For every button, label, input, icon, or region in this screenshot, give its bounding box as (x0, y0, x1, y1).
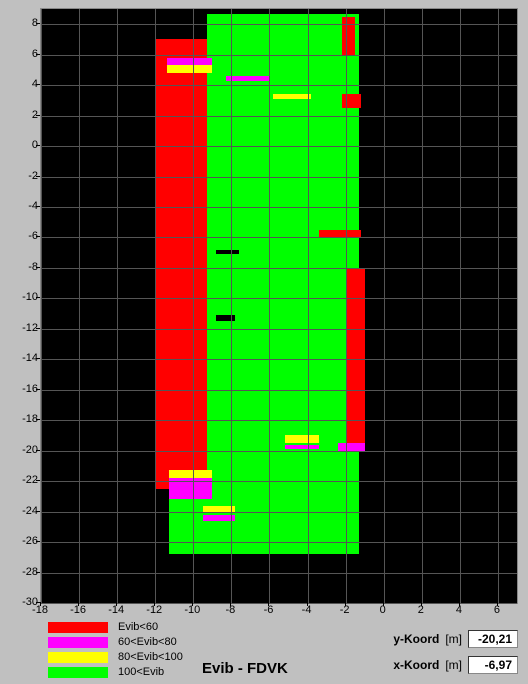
legend-item-3: 100<Evib (48, 665, 164, 679)
heatmap-canvas (41, 9, 517, 603)
legend-item-2: 80<Evib<100 (48, 650, 183, 664)
legend-label-2: 80<Evib<100 (118, 651, 183, 663)
legend-swatch-green (48, 667, 108, 678)
legend-label-0: Evib<60 (118, 621, 158, 633)
x-coord-label: x-Koord (393, 658, 439, 672)
legend-swatch-red (48, 622, 108, 633)
legend-swatch-magenta (48, 637, 108, 648)
legend-swatch-yellow (48, 652, 108, 663)
x-coord-value: -6,97 (468, 656, 518, 674)
y-coord-readout: y-Koord [m] -20,21 (393, 630, 518, 648)
legend-item-1: 60<Evib<80 (48, 635, 177, 649)
plot-area (40, 8, 518, 604)
x-coord-unit: [m] (445, 658, 462, 672)
x-coord-readout: x-Koord [m] -6,97 (393, 656, 518, 674)
y-coord-label: y-Koord (393, 632, 439, 646)
y-coord-unit: [m] (445, 632, 462, 646)
legend-item-0: Evib<60 (48, 620, 158, 634)
legend-label-3: 100<Evib (118, 666, 164, 678)
y-coord-value: -20,21 (468, 630, 518, 648)
chart-title: Evib - FDVK (202, 660, 288, 677)
legend-label-1: 60<Evib<80 (118, 636, 177, 648)
